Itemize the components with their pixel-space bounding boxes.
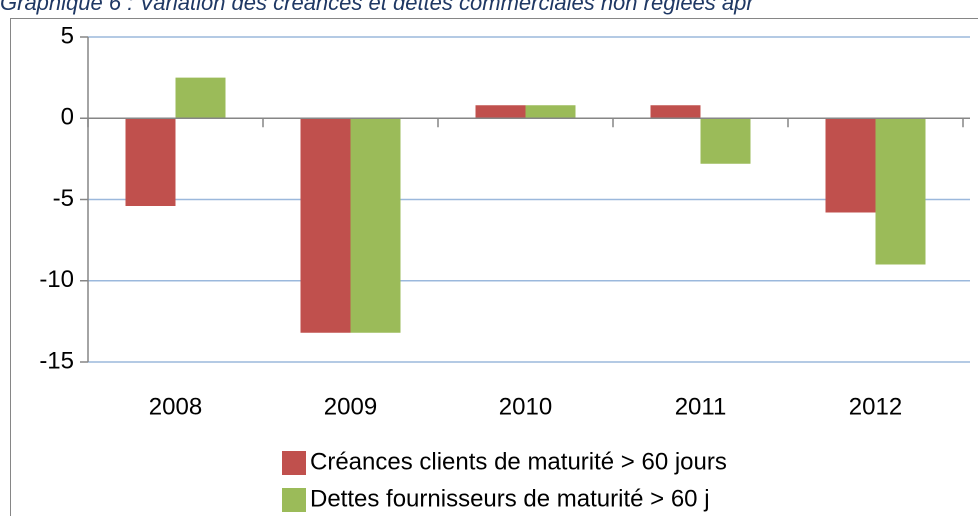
legend-swatch [282,451,306,475]
legend-label: Créances clients de maturité > 60 jours [310,448,727,475]
bar [701,118,751,164]
chart-border [11,19,978,517]
bar [651,105,701,118]
x-tick-label: 2012 [849,393,902,420]
bar [351,118,401,333]
y-tick-label: -10 [39,266,74,293]
chart-title: Graphique 6 : Variation des créances et … [0,0,755,15]
bar [301,118,351,333]
x-tick-label: 2008 [149,393,202,420]
y-tick-label: -15 [39,347,74,374]
y-tick-label: 0 [61,104,74,131]
y-tick-label: -5 [53,185,74,212]
bar [126,118,176,206]
legend-label: Dettes fournisseurs de maturité > 60 j [310,485,710,512]
bar [876,118,926,264]
x-tick-label: 2011 [675,393,727,420]
x-tick-label: 2009 [324,393,377,420]
bar [526,105,576,118]
y-tick-label: 5 [61,22,74,49]
legend-swatch [282,488,306,512]
bar [826,118,876,212]
bar [176,78,226,119]
x-tick-label: 2010 [499,393,552,420]
bar [476,105,526,118]
